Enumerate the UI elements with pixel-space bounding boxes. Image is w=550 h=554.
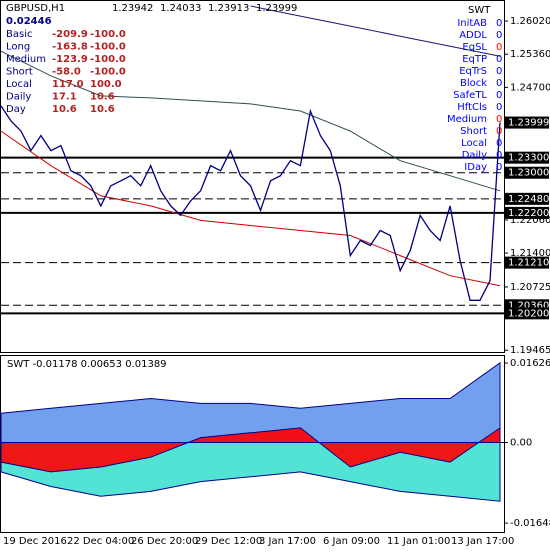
flag-value: 0 <box>496 162 502 173</box>
flag-value: 0 <box>496 78 502 89</box>
flag-label: InitAB <box>457 18 487 29</box>
level-label: 1.23000 <box>508 168 549 179</box>
flag-label: Local <box>461 138 487 149</box>
stat-value: 17.1 <box>52 92 77 103</box>
level-box <box>505 151 549 164</box>
flag-value: 0 <box>496 66 502 77</box>
flag-value: 0 <box>496 30 502 41</box>
flag-value: 0 <box>496 102 502 113</box>
ohlc: 1.24033 <box>160 3 201 14</box>
level-box <box>505 307 549 320</box>
level-label: 1.23300 <box>508 153 549 164</box>
stat-value: -123.9 <box>52 54 88 65</box>
y-tick-label: 0.00 <box>510 438 532 449</box>
flag-label: ADDL <box>459 30 487 41</box>
stat-label: Local <box>6 79 32 90</box>
flag-label: SafeTL <box>453 90 487 101</box>
plot-layer: 1.26020 1.25360 1.24700 1.22060 1.21400 1.207… <box>0 5 550 529</box>
x-tick-label: 11 Jan 01:00 <box>387 536 450 547</box>
stat-value: 100.0 <box>90 79 122 90</box>
price-line <box>0 105 501 301</box>
stat-label: Day <box>6 104 26 115</box>
stat-value: -163.8 <box>52 42 88 53</box>
level-label: 1.20200 <box>508 308 549 319</box>
ea-name: SWT <box>468 5 491 16</box>
stat-value: -209.9 <box>52 29 88 40</box>
flag-label: IDay <box>464 162 487 173</box>
ohlc: 1.23999 <box>256 3 297 14</box>
x-tick-label: 13 Jan 17:00 <box>451 536 514 547</box>
level-box <box>505 166 549 179</box>
x-tick-label: 19 Dec 2016 <box>3 536 67 547</box>
flag-label: EqTP <box>462 54 487 65</box>
flag-value: 0 <box>496 114 502 125</box>
level-box <box>505 256 549 269</box>
symbol: GBPUSD,H1 <box>6 3 65 14</box>
flag-label: Short <box>460 126 487 137</box>
stat-value: 117.0 <box>52 79 84 90</box>
y-tick-label: 1.24700 <box>510 82 550 93</box>
y-tick-label: 1.20725 <box>510 282 550 293</box>
stat-label: Medium <box>6 54 46 65</box>
stat-value: 10.6 <box>90 92 115 103</box>
level-label: 1.23999 <box>508 118 549 129</box>
level-label: 1.22480 <box>508 194 549 205</box>
overlay-layer: GBPUSD,H1 1.23942 1.24033 1.23913 1.2399… <box>3 3 514 547</box>
level-box <box>505 116 549 129</box>
level-label: 1.22200 <box>508 208 549 219</box>
stat-value: 10.6 <box>52 104 77 115</box>
x-tick-label: 6 Jan 09:00 <box>323 536 380 547</box>
stat-value: -100.0 <box>90 54 126 65</box>
flag-label: EqTrS <box>459 66 487 77</box>
stat-value: 10.6 <box>90 104 115 115</box>
x-tick-label: 29 Dec 12:00 <box>195 536 262 547</box>
x-tick-label: 3 Jan 17:00 <box>259 536 316 547</box>
indicator-area <box>0 426 501 473</box>
x-tick-label: 22 Dec 04:00 <box>67 536 134 547</box>
flag-label: Daily <box>462 150 487 161</box>
flag-value: 0 <box>496 54 502 65</box>
flag-label: EqSL <box>462 42 487 53</box>
flag-value: 0 <box>496 18 502 29</box>
stat-label: Daily <box>6 92 31 103</box>
stat-label: Long <box>6 42 30 53</box>
ohlc: 1.23913 <box>208 3 249 14</box>
level-label: 1.20360 <box>508 300 549 311</box>
y-tick-label: -0.01648 <box>510 518 550 529</box>
price-line <box>250 5 501 57</box>
total: 0.02446 <box>6 16 52 27</box>
y-tick-label: 0.01626 <box>510 358 550 369</box>
flag-value: 0 <box>496 150 502 161</box>
price-line <box>0 50 501 192</box>
flag-value: 0 <box>496 42 502 53</box>
stat-value: -100.0 <box>90 29 126 40</box>
stat-label: Short <box>6 67 33 78</box>
flag-value: 0 <box>496 126 502 137</box>
ohlc: 1.23942 <box>112 3 153 14</box>
flag-value: 0 <box>496 138 502 149</box>
level-box <box>505 192 549 205</box>
flag-label: Block <box>460 78 487 89</box>
y-tick-label: 1.25360 <box>510 49 550 60</box>
stat-label: Basic <box>6 29 32 40</box>
stat-value: -100.0 <box>90 42 126 53</box>
indicator-title: SWT -0.01178 0.00653 0.01389 <box>7 359 167 370</box>
level-box <box>505 206 549 219</box>
price-line <box>0 130 501 287</box>
stat-value: -58.0 <box>52 67 81 78</box>
main-frame <box>0 0 505 353</box>
x-tick-label: 26 Dec 20:00 <box>131 536 198 547</box>
y-tick-label: 1.21400 <box>510 248 550 259</box>
y-tick-label: 1.19465 <box>510 345 550 356</box>
flag-label: HftCls <box>457 102 487 113</box>
flag-value: 0 <box>496 90 502 101</box>
stat-value: -100.0 <box>90 67 126 78</box>
y-tick-label: 1.26020 <box>510 16 550 27</box>
level-label: 1.21210 <box>508 258 549 269</box>
y-tick-label: 1.22060 <box>510 215 550 226</box>
flag-label: Medium <box>447 114 487 125</box>
